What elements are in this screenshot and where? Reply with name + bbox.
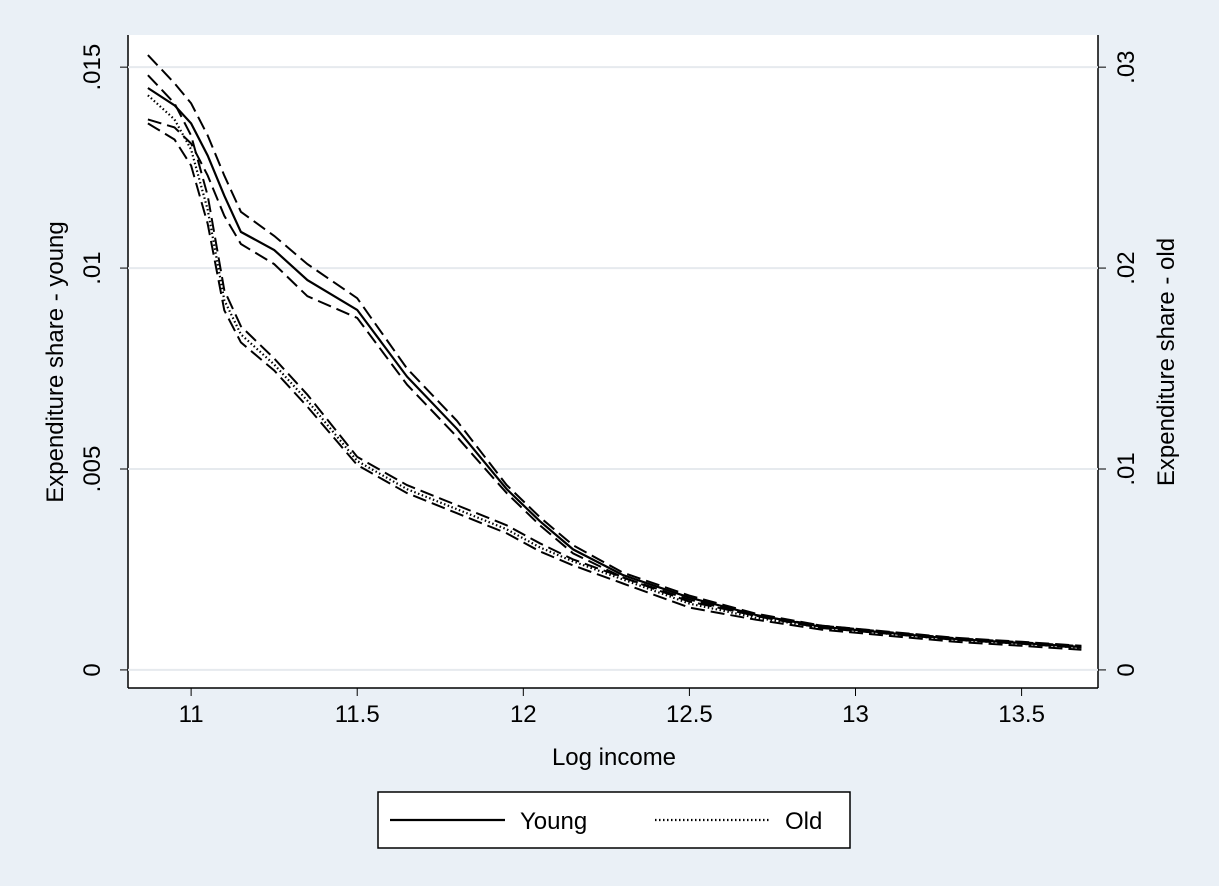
y-tick-label: .01 [79, 251, 106, 284]
x-tick-label: 12 [510, 701, 537, 728]
y2-tick-label: .02 [1113, 251, 1140, 284]
series-line [147, 87, 1082, 649]
y-tick-label: .015 [79, 44, 106, 91]
x-axis-title: Log income [552, 744, 676, 771]
y2-tick-label: .01 [1113, 452, 1140, 485]
confidence-band [147, 54, 1082, 648]
y-axis-title: Expenditure share - young [42, 221, 69, 503]
x-tick-label: 13.5 [998, 701, 1045, 728]
y-tick-label: 0 [79, 663, 106, 676]
series-line [147, 94, 1082, 649]
y2-tick-label: .03 [1113, 50, 1140, 83]
legend-label: Old [785, 808, 822, 835]
x-tick-label: 12.5 [666, 701, 713, 728]
legend-label: Young [520, 808, 587, 835]
y-tick-label: .005 [79, 446, 106, 493]
plot-area [128, 35, 1098, 688]
confidence-band [147, 118, 1082, 649]
confidence-band [147, 74, 1082, 647]
x-tick-label: 11.5 [335, 701, 380, 728]
y2-axis-title: Expenditure share - old [1153, 238, 1180, 486]
x-tick-label: 11 [179, 701, 204, 728]
y2-tick-label: 0 [1113, 663, 1140, 676]
confidence-band [147, 122, 1082, 651]
x-tick-label: 13 [842, 701, 869, 728]
